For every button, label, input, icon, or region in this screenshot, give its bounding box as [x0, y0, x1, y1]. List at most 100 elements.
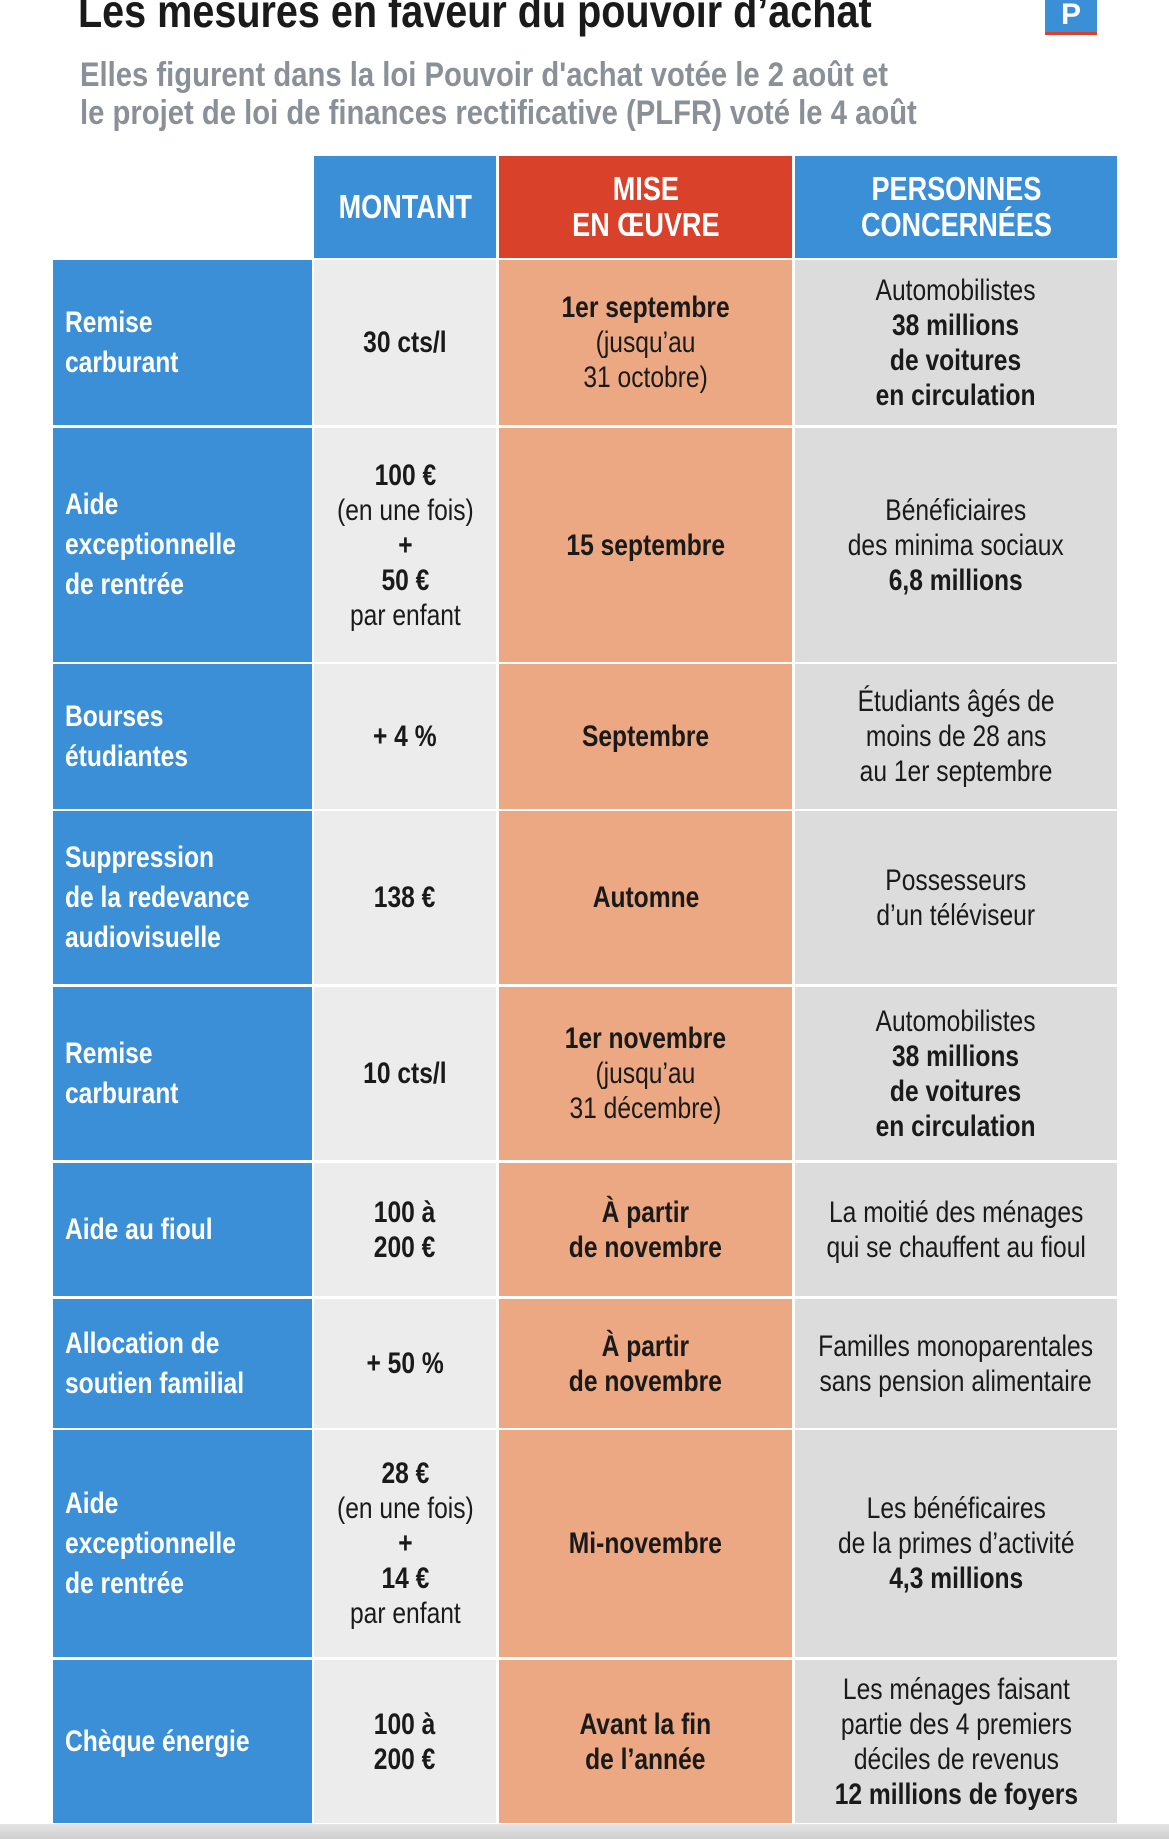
mise-cell: Avant la fin de l’année — [499, 1660, 792, 1823]
cell-line: qui se chauffent au fioul — [826, 1230, 1086, 1264]
cell-line: de voitures — [890, 1074, 1022, 1108]
row-label-text: Aide exceptionnelle de rentrée — [65, 1484, 236, 1604]
row-label: Suppression de la redevance audiovisuelle — [53, 811, 312, 984]
mise-cell: Septembre — [499, 664, 792, 809]
personnes-cell-text: Étudiants âgés de moins de 28 ans au 1er s… — [858, 684, 1055, 789]
mise-cell-text: Mi-novembre — [569, 1526, 722, 1561]
montant-cell: 10 cts/l — [314, 987, 496, 1160]
subtitle: Elles figurent dans la loi Pouvoir d'ach… — [80, 56, 917, 132]
cell-line: 10 cts/l — [363, 1057, 447, 1090]
personnes-cell-text: La moitié des ménages qui se chauffent au… — [826, 1195, 1085, 1265]
personnes-cell: Automobilistes 38 millions de voitures en c… — [795, 987, 1117, 1160]
cell-line: Bénéficiaires — [885, 493, 1027, 527]
personnes-cell-text: Automobilistes 38 millions de voitures en c… — [876, 1004, 1036, 1144]
cell-line: en circulation — [876, 1109, 1036, 1143]
cell-line: des minima sociaux — [847, 528, 1065, 562]
personnes-cell-text: Automobilistes 38 millions de voitures en c… — [876, 273, 1036, 413]
label-line: de rentrée — [65, 1566, 184, 1600]
row-label: Aide exceptionnelle de rentrée — [53, 1430, 312, 1657]
montant-cell: 138 € — [314, 811, 496, 984]
cell-line: 14 € — [381, 1562, 429, 1595]
logo: P — [1045, 0, 1097, 35]
cell-line: Avant la fin — [579, 1707, 712, 1741]
cell-line: À partir — [601, 1329, 690, 1363]
cell-line: par enfant — [349, 1597, 461, 1630]
cell-line: de l’année — [585, 1742, 706, 1776]
cell-line: Étudiants âgés de — [857, 685, 1055, 718]
label-line: Bourses — [65, 699, 164, 733]
bottom-strip — [0, 1824, 1169, 1839]
row-label-text: Chèque énergie — [65, 1722, 250, 1762]
montant-cell-text: 100 à 200 € — [374, 1195, 436, 1265]
cell-line: 6,8 millions — [889, 563, 1023, 597]
header-line: MISE — [612, 170, 679, 207]
montant-cell: + 50 % — [314, 1299, 496, 1428]
cell-line: (jusqu’au — [595, 326, 696, 359]
cell-line: 50 € — [381, 563, 429, 597]
cell-line: en circulation — [876, 378, 1036, 412]
row-label-text: Suppression de la redevance audiovisuelle — [65, 838, 250, 958]
personnes-cell: Les ménages faisant partie des 4 premiers… — [795, 1660, 1117, 1823]
label-line: Allocation de — [65, 1326, 220, 1360]
column-header: PERSONNES CONCERNÉES — [795, 156, 1117, 258]
montant-cell-text: + 4 % — [373, 719, 437, 754]
header-line: PERSONNES — [871, 170, 1041, 207]
cell-line: 31 octobre) — [583, 361, 708, 394]
mise-cell: À partir de novembre — [499, 1163, 792, 1296]
label-line: Remise — [65, 1036, 153, 1070]
montant-cell: 100 à 200 € — [314, 1163, 496, 1296]
mise-cell-text: À partir de novembre — [569, 1329, 722, 1399]
cell-line: 200 € — [374, 1230, 436, 1264]
cell-line: + — [397, 1527, 413, 1560]
row-label: Bourses étudiantes — [53, 664, 312, 809]
label-line: audiovisuelle — [65, 920, 221, 954]
montant-cell: 100 € (en une fois) +50 € par enfant — [314, 428, 496, 662]
cell-line: + 4 % — [373, 720, 437, 753]
personnes-cell: La moitié des ménages qui se chauffent au… — [795, 1163, 1117, 1296]
cell-line: moins de 28 ans — [865, 720, 1047, 753]
cell-line: 28 € — [381, 1457, 429, 1490]
cell-line: 38 millions — [892, 1039, 1020, 1073]
row-label: Aide au fioul — [53, 1163, 312, 1296]
row-label: Chèque énergie — [53, 1660, 312, 1823]
cell-line: 100 € — [374, 458, 436, 492]
cell-line: (en une fois) — [336, 493, 474, 527]
montant-cell: 30 cts/l — [314, 260, 496, 425]
row-label: Remise carburant — [53, 260, 312, 425]
cell-line: 100 à — [374, 1195, 436, 1229]
label-line: de rentrée — [65, 568, 184, 601]
montant-cell: 28 € (en une fois) +14 € par enfant — [314, 1430, 496, 1657]
mise-cell: 1er septembre (jusqu’au 31 octobre) — [499, 260, 792, 425]
mise-cell: À partir de novembre — [499, 1299, 792, 1428]
row-label-text: Bourses étudiantes — [65, 697, 188, 777]
personnes-cell: Possesseurs d’un téléviseur — [795, 811, 1117, 984]
mise-cell: 15 septembre — [499, 428, 792, 662]
row-label-text: Remise carburant — [65, 303, 178, 383]
montant-cell: 100 à 200 € — [314, 1660, 496, 1823]
cell-line: au 1er septembre — [859, 755, 1053, 788]
mise-cell: Automne — [499, 811, 792, 984]
personnes-cell-text: Possesseurs d’un téléviseur — [877, 863, 1036, 933]
cell-line: Automne — [592, 881, 699, 914]
row-label: Aide exceptionnelle de rentrée — [53, 428, 312, 662]
cell-line: partie des 4 premiers — [840, 1707, 1072, 1741]
personnes-cell: Bénéficiaires des minima sociaux 6,8 milli… — [795, 428, 1117, 662]
personnes-cell-text: Les ménages faisant partie des 4 premiers… — [834, 1672, 1077, 1812]
cell-line: de novembre — [568, 1230, 723, 1264]
cell-line: 200 € — [374, 1742, 436, 1776]
montant-cell-text: 28 € (en une fois) +14 € par enfant — [337, 1456, 474, 1631]
mise-cell: Mi-novembre — [499, 1430, 792, 1657]
subtitle-line: Elles figurent dans la loi Pouvoir d'ach… — [80, 56, 889, 94]
cell-line: par enfant — [349, 598, 461, 632]
montant-cell-text: 30 cts/l — [363, 325, 446, 360]
cell-line: + — [397, 528, 413, 562]
row-label: Remise carburant — [53, 987, 312, 1160]
cell-line: déciles de revenus — [853, 1742, 1059, 1776]
montant-cell-text: + 50 % — [366, 1346, 443, 1381]
cell-line: + 50 % — [366, 1347, 444, 1380]
label-line: Chèque énergie — [65, 1724, 250, 1758]
mise-cell-text: 1er septembre (jusqu’au 31 octobre) — [561, 290, 729, 395]
mise-cell-text: 1er novembre (jusqu’au 31 décembre) — [565, 1021, 726, 1126]
personnes-cell-text: Bénéficiaires des minima sociaux 6,8 milli… — [848, 493, 1064, 598]
montant-cell-text: 10 cts/l — [363, 1056, 446, 1091]
